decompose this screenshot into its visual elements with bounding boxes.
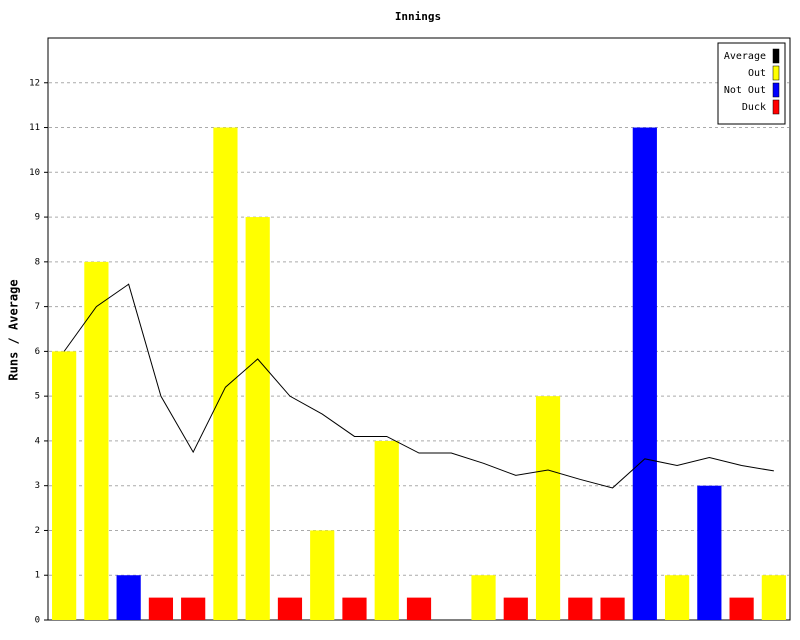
average-line [63,283,774,489]
legend-label: Out [748,68,766,79]
y-tick-label: 2 [35,526,40,536]
bar [52,351,77,620]
y-tick-label: 3 [35,481,40,491]
bar [632,127,657,621]
legend-swatch [772,82,780,98]
y-axis-label: Runs / Average [7,279,21,380]
legend-label: Duck [742,102,766,113]
legend-label: Not Out [724,85,766,96]
y-tick-label: 11 [29,123,40,133]
legend-swatch [772,65,780,81]
chart-title: Innings [395,10,441,23]
y-tick-label: 1 [35,571,40,581]
y-tick-label: 6 [35,347,40,357]
bar [503,597,528,620]
bar [729,597,754,620]
bar [406,597,432,620]
legend: Average Out Not Out Duck [717,42,786,125]
bar [277,597,303,620]
bar [568,597,593,620]
bar [310,530,335,620]
legend-label: Average [724,51,766,62]
bar [213,127,238,621]
y-tick-label: 10 [29,168,40,178]
y-tick-label: 9 [35,213,40,223]
y-tick-label: 8 [35,257,40,267]
bar [181,597,206,620]
bar [342,597,367,620]
bar [245,217,270,621]
bar [374,440,399,620]
y-tick-label: 4 [35,436,40,446]
y-tick-label: 12 [29,78,40,88]
legend-swatch [772,48,780,64]
y-tick-label: 0 [35,616,40,626]
bar [535,396,561,620]
bar [697,485,722,620]
bar [116,575,141,620]
bar [600,597,625,620]
bar [84,261,109,620]
y-tick-label: 5 [35,392,40,402]
bar [664,575,690,620]
legend-swatch [772,99,780,115]
bar [148,597,174,620]
bar [471,575,496,620]
y-tick-label: 7 [35,302,40,312]
bar [761,575,786,620]
